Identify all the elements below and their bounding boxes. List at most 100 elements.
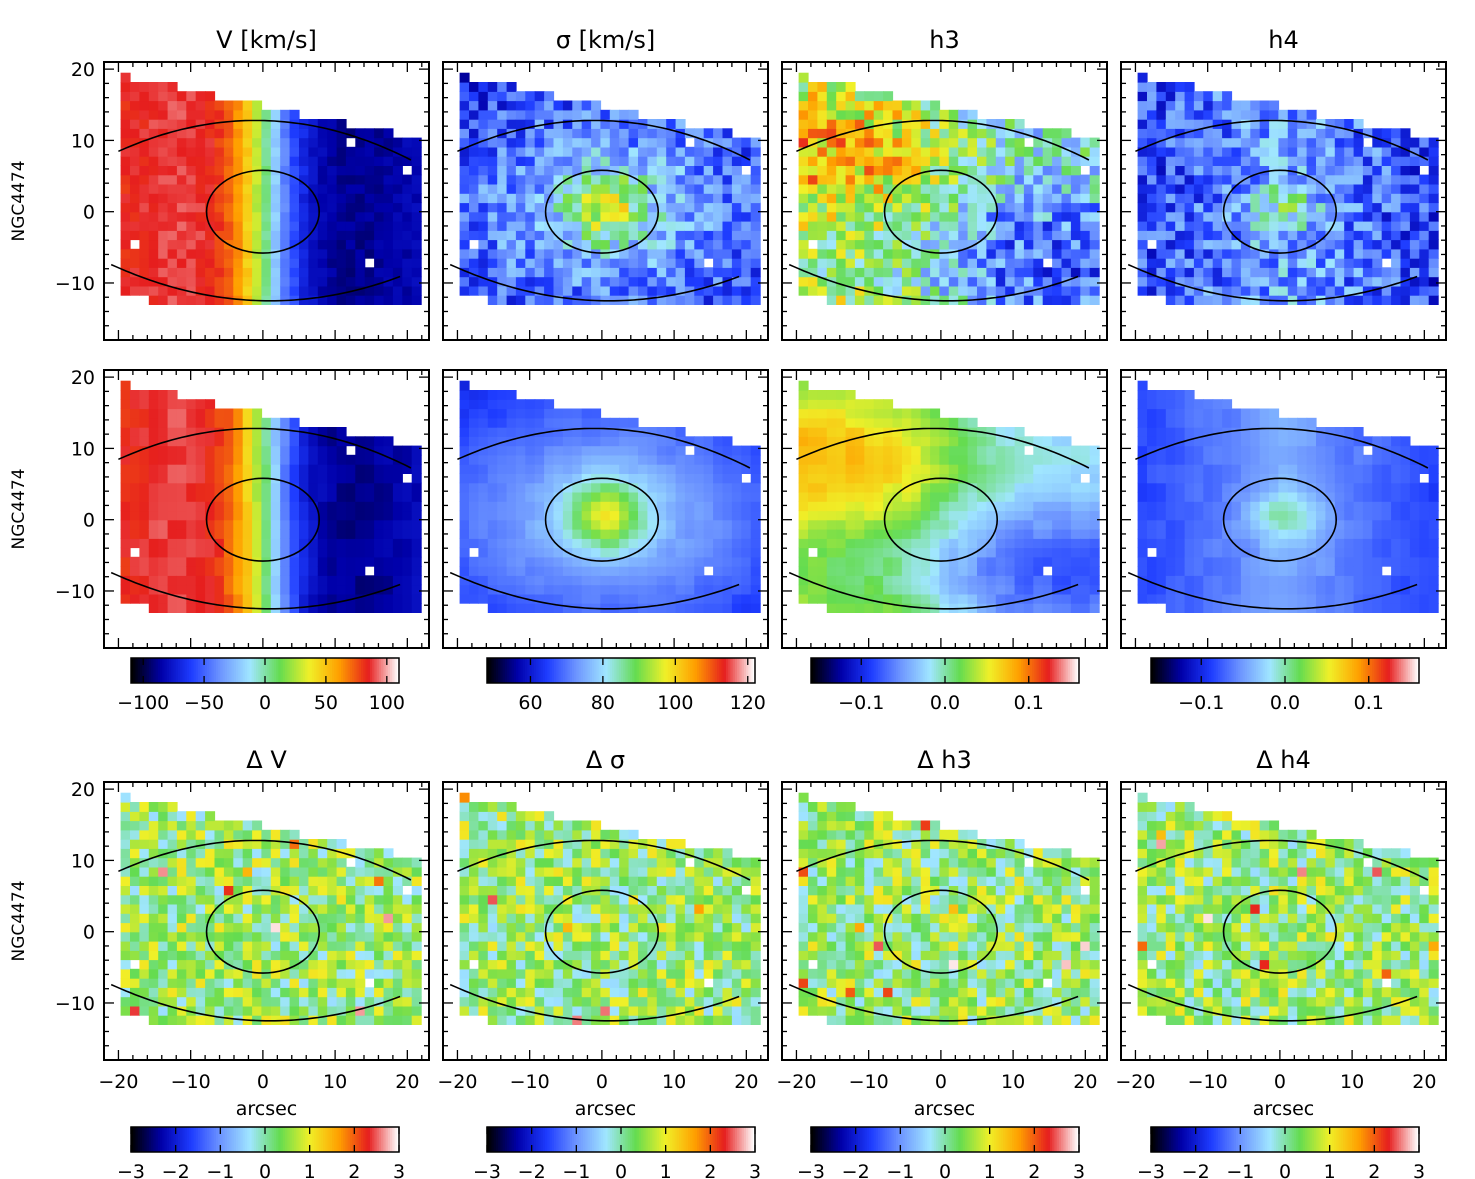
map-pixel — [1070, 285, 1081, 296]
map-pixel — [392, 183, 403, 194]
map-pixel — [836, 128, 847, 139]
map-pixel — [469, 91, 479, 102]
map-pixel — [684, 146, 695, 157]
map-pixel — [478, 482, 489, 493]
map-pixel — [609, 482, 620, 493]
map-pixel — [986, 221, 997, 231]
map-pixel — [402, 183, 413, 194]
map-pixel — [1316, 137, 1326, 148]
y-tick-label: −10 — [55, 273, 95, 295]
map-pixel — [120, 519, 131, 530]
map-pixel — [299, 436, 309, 447]
map-pixel — [130, 464, 140, 474]
map-pixel — [1353, 248, 1364, 259]
map-pixel — [958, 193, 969, 204]
map-pixel — [364, 183, 375, 194]
map-pixel — [299, 137, 309, 148]
map-pixel — [515, 267, 526, 278]
map-pixel — [176, 146, 187, 157]
map-pixel — [995, 156, 1006, 166]
map-pixel — [675, 473, 686, 484]
map-pixel — [808, 427, 818, 437]
map-pixel — [223, 519, 234, 530]
map-pixel — [214, 427, 225, 437]
map-pixel — [289, 119, 300, 129]
map-pixel — [1070, 221, 1081, 231]
map-pixel — [591, 156, 602, 166]
map-pixel — [1147, 285, 1157, 296]
map-pixel — [703, 538, 714, 549]
map-pixel — [845, 390, 856, 400]
map-pixel — [600, 183, 611, 194]
map-pixel — [1061, 267, 1072, 278]
map-pixel — [854, 584, 865, 595]
map-pixel — [713, 156, 724, 166]
map-pixel — [130, 248, 140, 259]
map-pixel — [261, 491, 272, 502]
map-pixel — [1052, 239, 1063, 250]
map-pixel — [901, 100, 912, 111]
map-pixel — [836, 91, 847, 102]
map-pixel — [544, 146, 555, 157]
map-pixel — [261, 230, 272, 241]
map-pixel — [525, 91, 536, 102]
map-pixel — [628, 146, 639, 157]
map-pixel — [845, 174, 856, 185]
map-pixel — [364, 575, 375, 586]
map-pixel — [120, 473, 131, 484]
map-pixel — [120, 436, 131, 447]
map-pixel — [836, 436, 847, 447]
map-pixel — [817, 156, 828, 166]
map-pixel — [798, 165, 809, 176]
map-pixel — [299, 482, 309, 493]
map-pixel — [666, 183, 677, 194]
map-pixel — [553, 221, 564, 231]
map-pixel — [553, 501, 564, 512]
map-pixel — [808, 82, 818, 92]
map-pixel — [864, 482, 875, 493]
map-pixel — [1306, 230, 1317, 241]
map-pixel — [1070, 295, 1081, 305]
map-pixel — [459, 380, 470, 391]
map-pixel — [402, 529, 413, 539]
map-pixel — [873, 408, 884, 419]
map-pixel — [619, 276, 630, 287]
map-pixel — [392, 538, 403, 549]
map-pixel — [270, 193, 281, 204]
map-pixel — [798, 119, 809, 129]
map-pixel — [1419, 248, 1430, 259]
map-pixel — [958, 258, 969, 268]
map-pixel — [176, 239, 187, 250]
map-pixel — [722, 501, 733, 512]
map-pixel — [722, 529, 733, 539]
map-pixel — [167, 146, 178, 157]
map-pixel — [345, 156, 356, 166]
map-pixel — [1052, 285, 1063, 296]
map-pixel — [628, 556, 639, 567]
map-pixel — [1137, 174, 1148, 185]
map-pixel — [525, 408, 536, 419]
map-pixel — [609, 183, 620, 194]
map-pixel — [459, 82, 470, 92]
map-pixel — [684, 510, 695, 521]
map-pixel — [817, 248, 828, 259]
map-pixel — [270, 510, 281, 521]
map-pixel — [1193, 119, 1204, 129]
map-pixel — [1240, 146, 1251, 157]
map-pixel — [1419, 202, 1430, 213]
map-pixel — [562, 454, 573, 465]
map-pixel — [299, 193, 309, 204]
map-pixel — [798, 380, 809, 391]
map-pixel — [901, 510, 912, 521]
map-pixel — [506, 464, 517, 474]
map-pixel — [402, 276, 413, 287]
map-pixel — [139, 193, 150, 204]
map-pixel — [469, 267, 479, 278]
map-pixel — [487, 119, 498, 129]
map-pixel — [731, 603, 742, 613]
map-pixel — [317, 454, 328, 465]
map-pixel — [497, 211, 508, 222]
map-pixel — [750, 165, 761, 176]
map-pixel — [205, 295, 216, 305]
map-pixel — [130, 427, 140, 437]
